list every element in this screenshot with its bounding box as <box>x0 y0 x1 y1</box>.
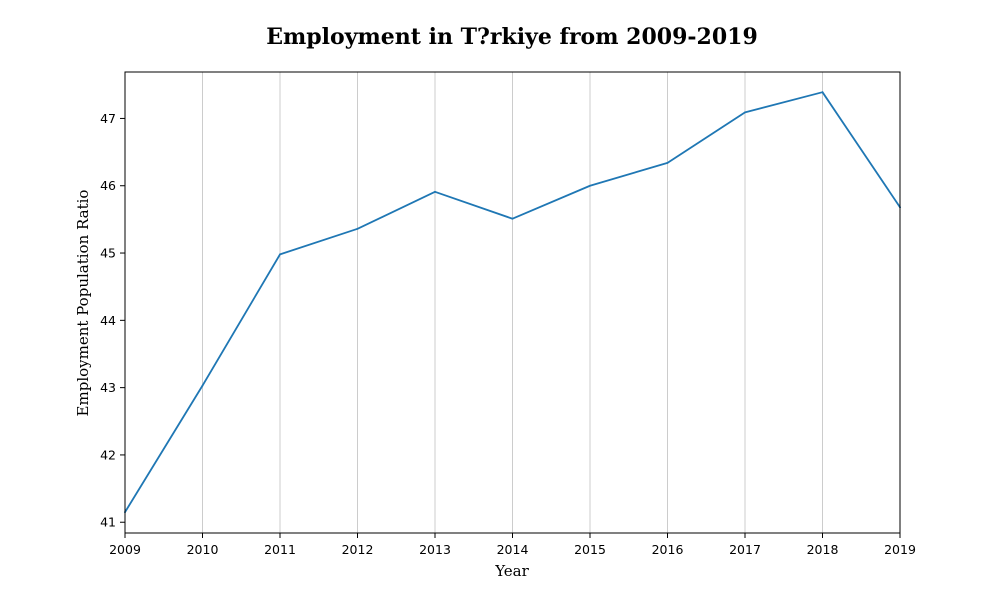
x-tick-label: 2009 <box>109 542 141 557</box>
data-point <box>511 217 514 220</box>
y-tick-label: 41 <box>100 515 116 530</box>
y-tick-label: 42 <box>100 447 116 462</box>
data-point <box>821 91 824 94</box>
x-tick-label: 2019 <box>884 542 916 557</box>
y-axis: 41 42 43 44 45 46 47 <box>100 111 125 530</box>
x-tick-label: 2017 <box>729 542 761 557</box>
x-axis: 2009 2010 2011 2012 2013 2014 2015 2016 2017 2018… <box>109 533 916 557</box>
x-tick-label: 2011 <box>264 542 296 557</box>
x-tick-label: 2016 <box>652 542 684 557</box>
grid <box>202 72 823 533</box>
y-tick-label: 43 <box>100 380 116 395</box>
data-point <box>434 190 436 193</box>
x-tick-label: 2010 <box>187 542 219 557</box>
data-point <box>279 253 281 256</box>
x-tick-label: 2013 <box>419 542 451 557</box>
x-tick-label: 2015 <box>574 542 606 557</box>
x-tick-label: 2018 <box>807 542 839 557</box>
x-axis-label: Year <box>494 562 529 580</box>
y-tick-label: 46 <box>100 178 116 193</box>
chart-title: Employment in T?rkiye from 2009-2019 <box>266 24 758 50</box>
data-point <box>589 184 591 187</box>
y-tick-label: 45 <box>100 246 116 261</box>
x-tick-label: 2012 <box>342 542 374 557</box>
data-point <box>201 384 204 387</box>
y-axis-label: Employment Population Ratio <box>74 190 92 417</box>
data-point <box>666 161 669 164</box>
data-point <box>356 227 359 230</box>
y-tick-label: 47 <box>100 111 116 126</box>
x-tick-label: 2014 <box>497 542 529 557</box>
data-point <box>744 111 746 114</box>
y-tick-label: 44 <box>100 313 116 328</box>
